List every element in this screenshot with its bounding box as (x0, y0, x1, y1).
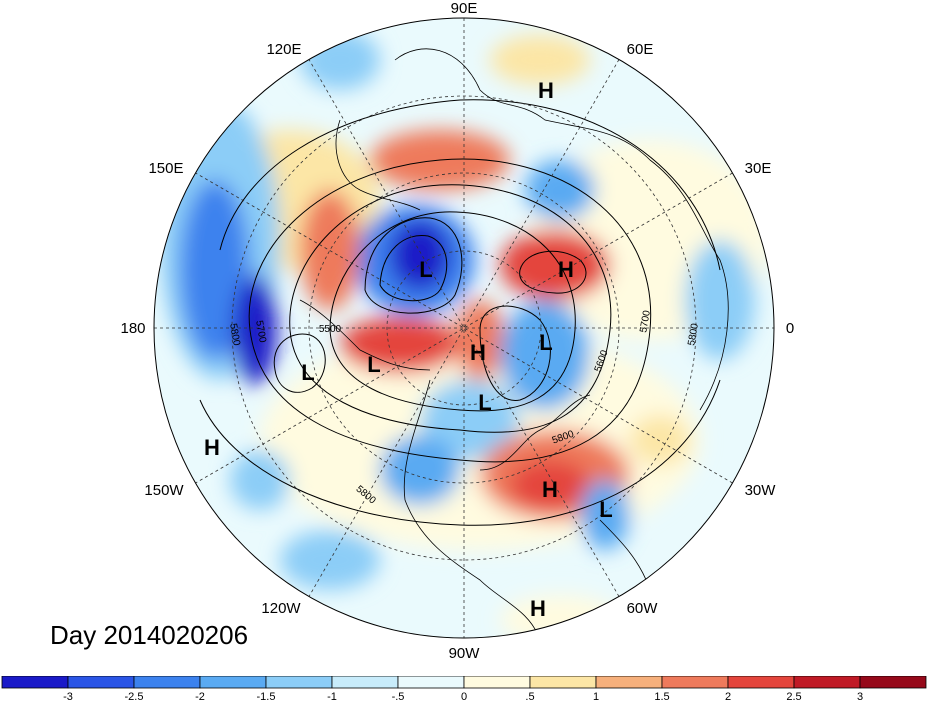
pressure-label: L (478, 390, 491, 415)
colorbar-tick-label: 1 (593, 691, 599, 702)
colorbar-tick-label: -1.5 (257, 691, 276, 702)
colorbar-swatch (397, 676, 465, 689)
coastlines (299, 48, 729, 638)
colorbar-tick-label: 0 (461, 691, 467, 702)
pressure-label: L (599, 497, 612, 522)
pressure-label: L (419, 257, 432, 282)
colorbar-tick-label: -2.5 (125, 691, 144, 702)
contour-label: 5700 (638, 309, 653, 333)
contour-label: 5800 (227, 323, 242, 347)
colorbar-tick-label: 1.5 (654, 691, 669, 702)
contour-label: 5500 (319, 324, 342, 335)
lon-label-150e: 150E (148, 160, 183, 177)
colorbar-swatch (727, 676, 795, 689)
lon-label-0: 0 (786, 320, 794, 337)
pressure-label: L (301, 360, 314, 385)
colorbar-tick-label: 3 (857, 691, 863, 702)
colorbar-swatch (661, 676, 729, 689)
colorbar-tick-label: .5 (525, 691, 534, 702)
pressure-label: H (558, 257, 574, 282)
lon-label-90w: 90W (449, 645, 481, 662)
pressure-label: H (470, 340, 486, 365)
contour-label: 5800 (686, 322, 701, 346)
pressure-label: L (367, 352, 380, 377)
lon-label-60w: 60W (627, 600, 659, 617)
colorbar-swatch (265, 676, 333, 689)
colorbar: -3 -2.5 -2 -1.5 -1 -.5 0 .5 1 1.5 2 2.5 3 (1, 676, 927, 702)
colorbar-swatch (331, 676, 399, 689)
colorbar-tick-label: 2.5 (786, 691, 801, 702)
lon-label-30w: 30W (745, 482, 777, 499)
colorbar-tick-label: 2 (725, 691, 731, 702)
colorbar-swatch (859, 676, 927, 689)
longitude-labels: 90E 60E 30E 0 30W 60W 90W 120W 150W 180 … (120, 0, 794, 662)
pressure-label: L (539, 330, 552, 355)
colorbar-swatch (793, 676, 861, 689)
graticule (154, 18, 774, 638)
date-title: Day 2014020206 (50, 620, 249, 650)
lon-label-90e: 90E (451, 0, 478, 17)
contour-label: 5700 (253, 320, 268, 344)
colorbar-swatch (595, 676, 663, 689)
anomaly-field (154, 18, 774, 638)
map-boundary (153, 17, 775, 639)
pressure-label: H (204, 435, 220, 460)
lon-label-180: 180 (120, 320, 145, 337)
pressure-label: H (538, 78, 554, 103)
colorbar-tick-label: -.5 (392, 691, 405, 702)
colorbar-tick-label: -2 (195, 691, 205, 702)
lon-label-30e: 30E (745, 160, 772, 177)
lon-label-120w: 120W (261, 600, 301, 617)
colorbar-tick-label: -1 (327, 691, 337, 702)
pressure-label: H (530, 596, 546, 621)
lon-label-150w: 150W (144, 482, 184, 499)
pressure-label: H (542, 477, 558, 502)
pressure-system-labels: H L H L L H L L H L H H (204, 78, 613, 621)
colorbar-swatch (199, 676, 267, 689)
colorbar-swatch (133, 676, 201, 689)
colorbar-swatch (67, 676, 135, 689)
colorbar-swatch (1, 676, 69, 689)
colorbar-swatch (529, 676, 597, 689)
colorbar-tick-label: -3 (63, 691, 73, 702)
lon-label-120e: 120E (266, 41, 301, 58)
lon-label-60e: 60E (627, 41, 654, 58)
colorbar-swatch (463, 676, 531, 689)
